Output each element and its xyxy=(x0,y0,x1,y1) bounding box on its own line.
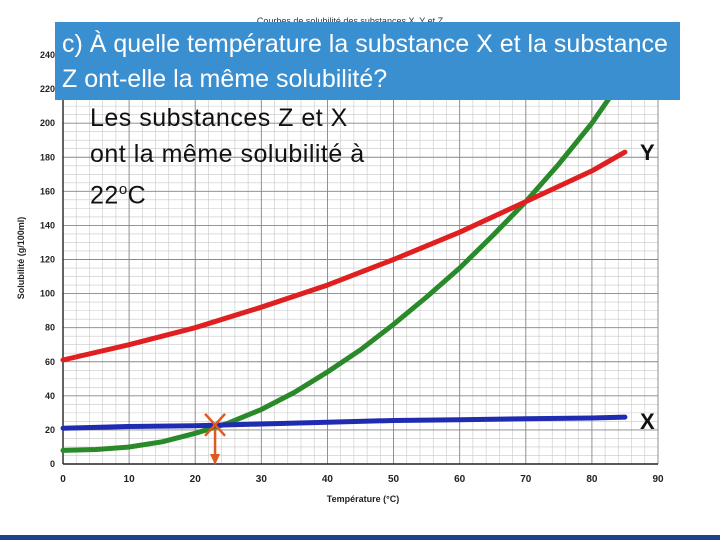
y-tick-label: 220 xyxy=(40,84,55,94)
y-tick-label: 80 xyxy=(45,323,55,333)
answer-line-3: 22oC xyxy=(90,172,470,213)
y-tick-label: 180 xyxy=(40,152,55,162)
curve-label-y: Y xyxy=(640,140,655,165)
annotations xyxy=(204,412,226,465)
y-tick-label: 240 xyxy=(40,50,55,60)
x-tick-label: 90 xyxy=(652,474,664,485)
y-tick-label: 200 xyxy=(40,118,55,128)
y-tick-label: 140 xyxy=(40,220,55,230)
y-tick-label: 160 xyxy=(40,186,55,196)
y-axis-label: Solubilité (g/100ml) xyxy=(16,217,26,300)
tick-labels: 0 10 20 30 40 50 60 70 80 90 0 20 40 60 80 100 120 140 160… xyxy=(40,50,664,485)
x-tick-label: 50 xyxy=(388,474,400,485)
question-box xyxy=(55,22,680,100)
series-lines xyxy=(60,73,628,453)
x-tick-label: 70 xyxy=(520,474,532,485)
y-tick-label: 120 xyxy=(40,255,55,265)
x-tick-label: 80 xyxy=(586,474,598,485)
y-tick-label: 20 xyxy=(45,425,55,435)
answer-text: Les substances Z et X ont la même solubi… xyxy=(90,100,470,213)
x-tick-label: 10 xyxy=(124,474,136,485)
y-tick-label: 0 xyxy=(50,459,55,469)
question-text: c) À quelle température la substance X e… xyxy=(62,30,668,93)
answer-temperature: 22 xyxy=(90,181,119,210)
bottom-rule xyxy=(0,535,720,540)
x-tick-label: 40 xyxy=(322,474,334,485)
axes xyxy=(62,55,658,465)
series-line-y xyxy=(60,149,628,363)
answer-unit: C xyxy=(127,181,147,210)
y-tick-label: 100 xyxy=(40,289,55,299)
answer-line-1: Les substances Z et X xyxy=(90,104,348,132)
series-line-z xyxy=(60,414,628,431)
arrow-head xyxy=(210,454,221,465)
y-tick-label: 40 xyxy=(45,391,55,401)
series-line-x xyxy=(60,73,628,453)
answer-degree: o xyxy=(118,181,128,198)
x-tick-label: 30 xyxy=(256,474,268,485)
x-tick-label: 60 xyxy=(454,474,466,485)
answer-line-2: ont la même solubilité à xyxy=(90,140,365,168)
x-axis-label: Température (°C) xyxy=(327,494,399,504)
x-tick-label: 0 xyxy=(60,474,66,485)
curve-label-x: X xyxy=(640,409,655,434)
chart-title: Courbes de solubilité des substances X, … xyxy=(257,16,444,26)
intersection-marker-stroke xyxy=(204,412,226,437)
y-tick-label: 60 xyxy=(45,357,55,367)
x-tick-label: 20 xyxy=(190,474,202,485)
